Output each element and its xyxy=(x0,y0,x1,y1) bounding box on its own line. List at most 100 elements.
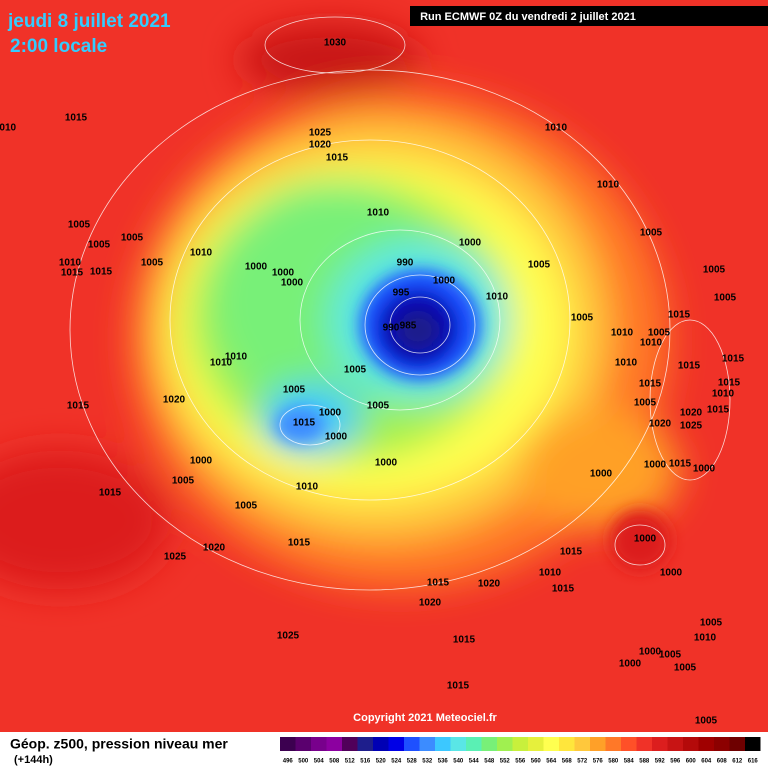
isobar-label: 1020 xyxy=(649,419,672,430)
color-swatch xyxy=(698,737,714,751)
legend-title: Géop. z500, pression niveau mer xyxy=(10,736,228,752)
colorbar-label: 504 xyxy=(314,759,325,765)
isobar-label: 1015 xyxy=(293,418,316,429)
isobar-label: 1010 xyxy=(597,180,620,191)
isobar-label: 990 xyxy=(383,323,400,334)
color-swatch xyxy=(497,737,513,751)
isobar-label: 1000 xyxy=(634,534,657,545)
isobar-label: 1010 xyxy=(225,352,248,363)
isobar-label: 1000 xyxy=(639,647,662,658)
color-swatch xyxy=(667,737,683,751)
isobar-label: 1030 xyxy=(324,38,347,49)
color-swatch xyxy=(342,737,358,751)
isobar-label: 1015 xyxy=(560,547,583,558)
colorbar-label: 524 xyxy=(391,759,402,765)
color-swatch xyxy=(590,737,606,751)
isobar-label: 1010 xyxy=(210,358,233,369)
isobar-label: 1015 xyxy=(678,361,701,372)
colorbar-label: 592 xyxy=(655,759,666,765)
isobar-label: 1005 xyxy=(695,716,718,727)
colorbar: 496 500 504 508 512 516 520 524 528 532 536 540 544 5… xyxy=(280,737,761,765)
isobar-label: 1000 xyxy=(459,238,482,249)
isobar-label: 1000 xyxy=(375,458,398,469)
isobar-label: 1010 xyxy=(640,338,663,349)
isobar-label: 1000 xyxy=(590,469,613,480)
color-swatch xyxy=(729,737,745,751)
isobar-label: 1010 xyxy=(59,258,82,269)
color-swatch xyxy=(574,737,590,751)
field xyxy=(0,0,768,732)
isobar-label: 1005 xyxy=(367,401,390,412)
isobar-label: 1015 xyxy=(668,310,691,321)
date: jeudi 8 juillet 2021 xyxy=(7,11,171,32)
colorbar-label: 604 xyxy=(701,759,712,765)
color-swatch xyxy=(543,737,559,751)
isobar-label: 1000 xyxy=(660,568,683,579)
colorbar-label: 580 xyxy=(608,759,619,765)
isobar-label: 1000 xyxy=(245,262,268,273)
isobar-label: 1005 xyxy=(344,365,367,376)
color-swatch xyxy=(745,737,761,751)
isobar-label: 1000 xyxy=(272,268,295,279)
isobar-label: 1005 xyxy=(674,663,697,674)
isobar-label: 1015 xyxy=(453,635,476,646)
color-swatch xyxy=(357,737,373,751)
color-swatch xyxy=(466,737,482,751)
isobar-label: 1000 xyxy=(644,460,667,471)
isobar-label: 1015 xyxy=(326,153,349,164)
color-swatch xyxy=(435,737,451,751)
isobar-label: 1000 xyxy=(619,659,642,670)
colorbar-label: 500 xyxy=(298,759,309,765)
run-label: Run ECMWF 0Z du vendredi 2 juillet 2021 xyxy=(420,11,636,23)
color-swatch xyxy=(326,737,342,751)
color-swatch xyxy=(388,737,404,751)
isobar-label: 1020 xyxy=(309,140,332,151)
isobar-label: 1015 xyxy=(447,681,470,692)
color-swatch xyxy=(280,737,296,751)
color-swatch xyxy=(373,737,389,751)
color-swatch xyxy=(714,737,730,751)
isobar-label: 990 xyxy=(397,258,414,269)
isobar-label: 1005 xyxy=(172,476,195,487)
time: 2:00 locale xyxy=(10,36,107,57)
isobar-label: 985 xyxy=(400,321,417,332)
color-swatch xyxy=(605,737,621,751)
colorbar-label: 616 xyxy=(748,759,759,765)
run-bar xyxy=(410,6,768,26)
isobar-label: 1010 xyxy=(367,208,390,219)
isobar-label: 1005 xyxy=(714,293,737,304)
isobar-label: 1000 xyxy=(325,432,348,443)
color-swatch xyxy=(636,737,652,751)
isobar-label: 1000 xyxy=(433,276,456,287)
colorbar-label: 520 xyxy=(376,759,387,765)
colorbar-label: 512 xyxy=(345,759,356,765)
isobar-label: 1005 xyxy=(283,385,306,396)
isobar-label: 1015 xyxy=(552,584,575,595)
colorbar-label: 552 xyxy=(500,759,511,765)
colorbar-label: 596 xyxy=(670,759,681,765)
isobar-label: 1015 xyxy=(718,378,741,389)
isobar-label: 1015 xyxy=(65,113,88,124)
colorbar-label: 568 xyxy=(562,759,573,765)
isobar-label: 1020 xyxy=(163,395,186,406)
isobar-label: 1005 xyxy=(659,650,682,661)
colorbar-label: 544 xyxy=(469,759,480,765)
isobar-label: 1005 xyxy=(528,260,551,271)
isobar-label: 1010 xyxy=(0,123,17,134)
isobar-label: 1010 xyxy=(694,633,717,644)
colorbar-label: 508 xyxy=(329,759,340,765)
colorbar-label: 576 xyxy=(593,759,604,765)
isobar-label: 1005 xyxy=(571,313,594,324)
isobar-label: 1025 xyxy=(309,128,332,139)
color-swatch xyxy=(404,737,420,751)
colorbar-label: 536 xyxy=(438,759,449,765)
colorbar-label: 612 xyxy=(732,759,743,765)
isobar-label: 1025 xyxy=(164,552,187,563)
colorbar-label: 608 xyxy=(717,759,728,765)
isobar-label: 1015 xyxy=(61,268,84,279)
color-swatch xyxy=(683,737,699,751)
isobar-label: 1020 xyxy=(478,579,501,590)
isobar-label: 1010 xyxy=(486,292,509,303)
isobar-label: 1000 xyxy=(190,456,213,467)
